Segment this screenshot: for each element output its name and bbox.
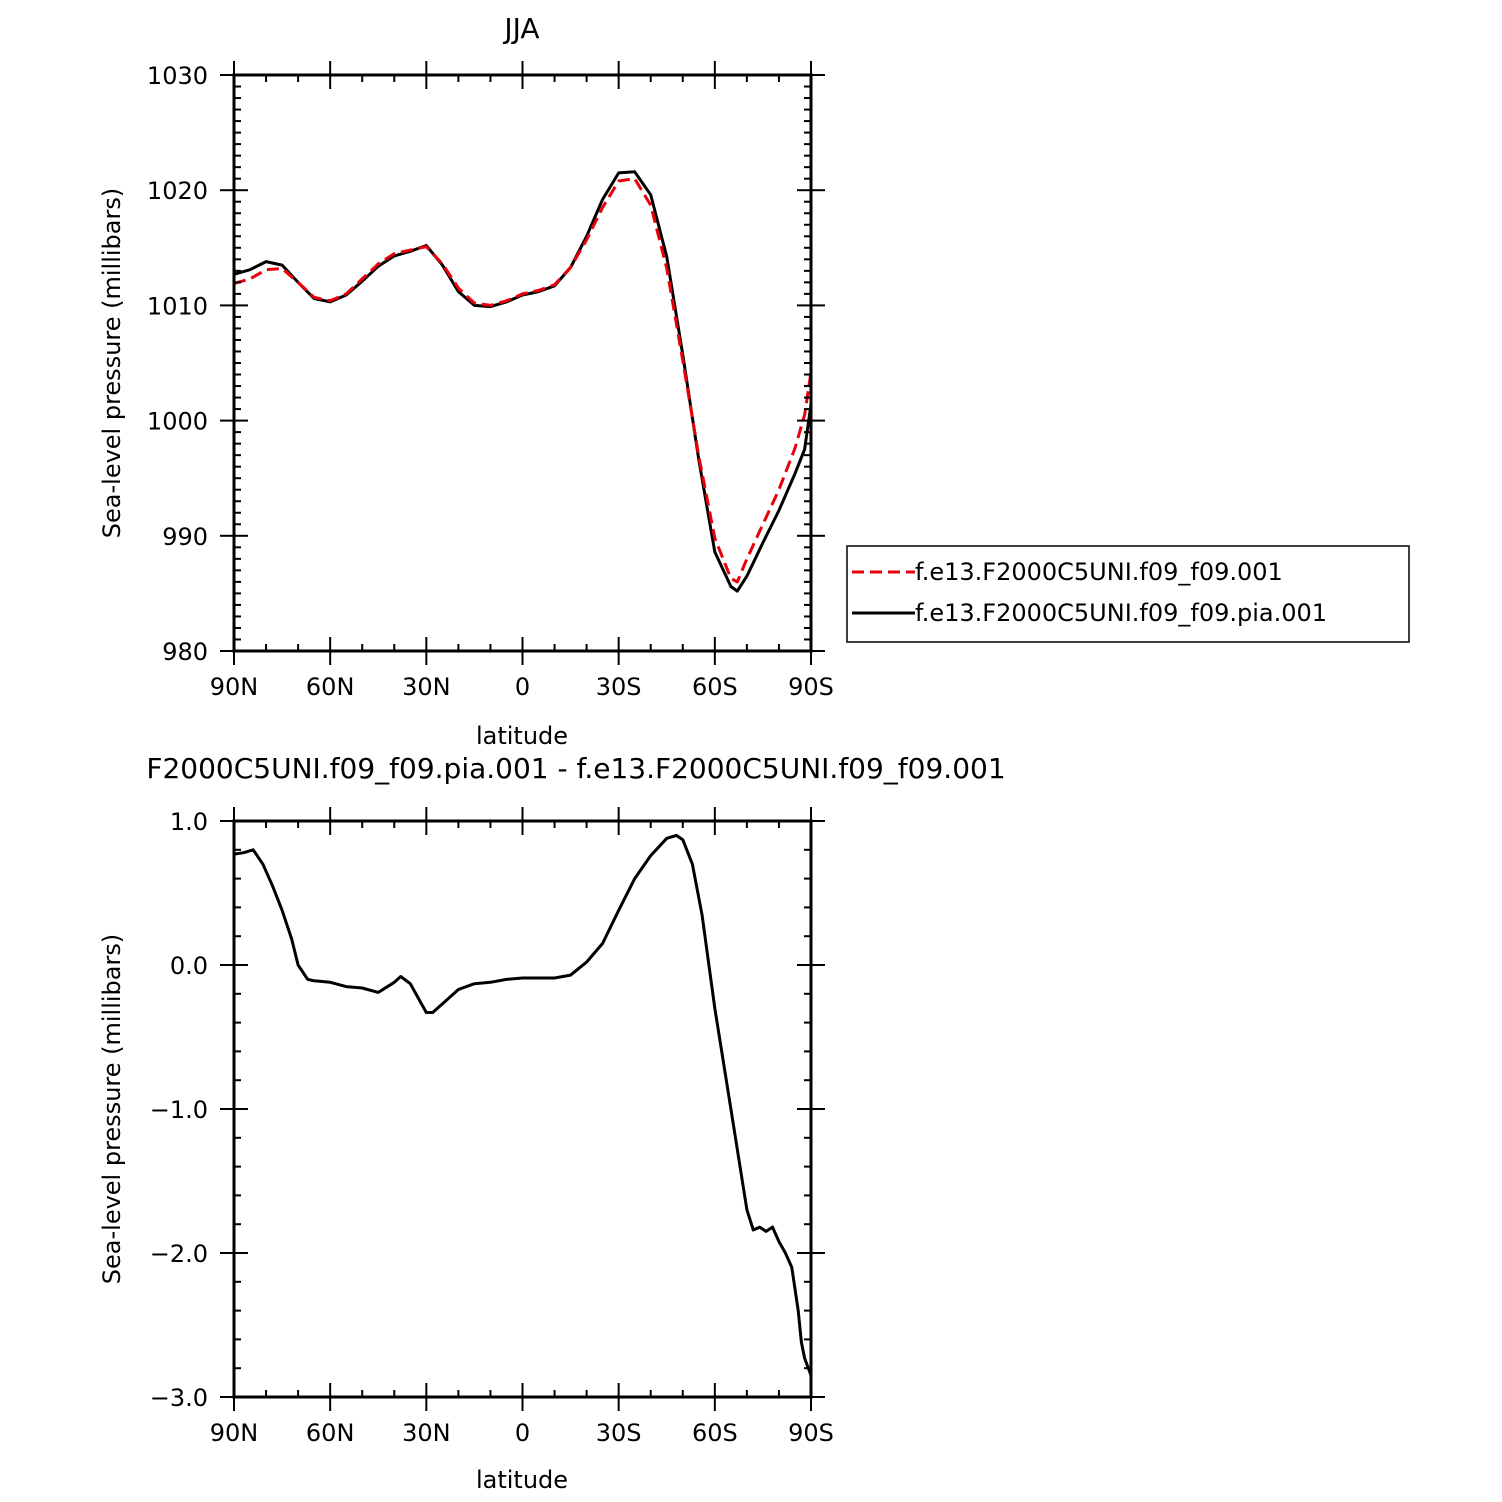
- legend-label-series-1: f.e13.F2000C5UNI.f09_f09.001: [915, 558, 1283, 586]
- top-chart-y-axis-label: Sea-level pressure (millibars): [98, 188, 126, 538]
- bottom-chart-axes: 90N 60N 30N 0 30S 60S 90S −3.0 −2.0 −1.0 0.0 1.0: [150, 807, 834, 1447]
- bottom-chart-plot-frame: [232, 819, 813, 1399]
- bottom-chart-y-tick-label: −3.0: [150, 1384, 208, 1412]
- bottom-chart-y-axis-label: Sea-level pressure (millibars): [98, 934, 126, 1284]
- top-chart-x-tick-label: 60N: [306, 673, 355, 701]
- top-chart-y-tick-label: 1030: [147, 62, 208, 90]
- legend-box: [846, 545, 1410, 643]
- top-chart-series-line-2: [233, 170, 813, 593]
- top-chart-y-tick-label: 1000: [147, 408, 208, 436]
- top-chart-x-tick-label: 90N: [210, 673, 259, 701]
- bottom-chart-x-tick-label: 90S: [788, 1419, 834, 1447]
- top-chart-y-tick-label: 980: [162, 638, 208, 666]
- bottom-chart-x-axis-label: latitude: [476, 1466, 568, 1494]
- top-chart-plot-area: [233, 170, 813, 593]
- bottom-chart-y-tick-label: −1.0: [150, 1096, 208, 1124]
- bottom-chart-x-tick-label: 60S: [692, 1419, 738, 1447]
- top-chart-panel: JJA 90N 60N 30N 0 30S 60S 90S 980 990 1000 1010 102…: [98, 12, 834, 750]
- bottom-chart-x-tick-label: 30N: [402, 1419, 451, 1447]
- top-chart-x-axis-label: latitude: [476, 722, 568, 750]
- chart-legend: f.e13.F2000C5UNI.f09_f09.001 f.e13.F2000…: [846, 545, 1410, 643]
- top-chart-y-tick-label: 1010: [147, 292, 208, 320]
- top-chart-x-tick-label: 60S: [692, 673, 738, 701]
- top-chart-y-tick-label: 990: [162, 523, 208, 551]
- bottom-chart-y-tick-label: 1.0: [170, 808, 208, 836]
- bottom-chart-x-tick-label: 60N: [306, 1419, 355, 1447]
- bottom-chart-y-tick-label: −2.0: [150, 1240, 208, 1268]
- top-chart-x-tick-label: 30S: [596, 673, 642, 701]
- bottom-chart-plot-area: [233, 833, 813, 1376]
- bottom-chart-x-tick-label: 0: [515, 1419, 530, 1447]
- top-chart-title: JJA: [502, 12, 539, 45]
- top-chart-axes: 90N 60N 30N 0 30S 60S 90S 980 990 1000 1010 1020 103…: [147, 61, 834, 701]
- bottom-chart-title: F2000C5UNI.f09_f09.pia.001 - f.e13.F2000…: [146, 752, 1005, 785]
- bottom-chart-series-line-1: [233, 833, 813, 1376]
- bottom-chart-x-tick-label: 90N: [210, 1419, 259, 1447]
- top-chart-x-tick-label: 90S: [788, 673, 834, 701]
- bottom-chart-x-tick-label: 30S: [596, 1419, 642, 1447]
- legend-label-series-2: f.e13.F2000C5UNI.f09_f09.pia.001: [915, 599, 1327, 627]
- top-chart-y-tick-label: 1020: [147, 177, 208, 205]
- top-chart-x-tick-label: 30N: [402, 673, 451, 701]
- top-chart-x-tick-label: 0: [515, 673, 530, 701]
- top-chart-series-line-1: [233, 177, 813, 584]
- bottom-chart-y-tick-label: 0.0: [170, 952, 208, 980]
- bottom-chart-panel: F2000C5UNI.f09_f09.pia.001 - f.e13.F2000…: [98, 752, 1006, 1494]
